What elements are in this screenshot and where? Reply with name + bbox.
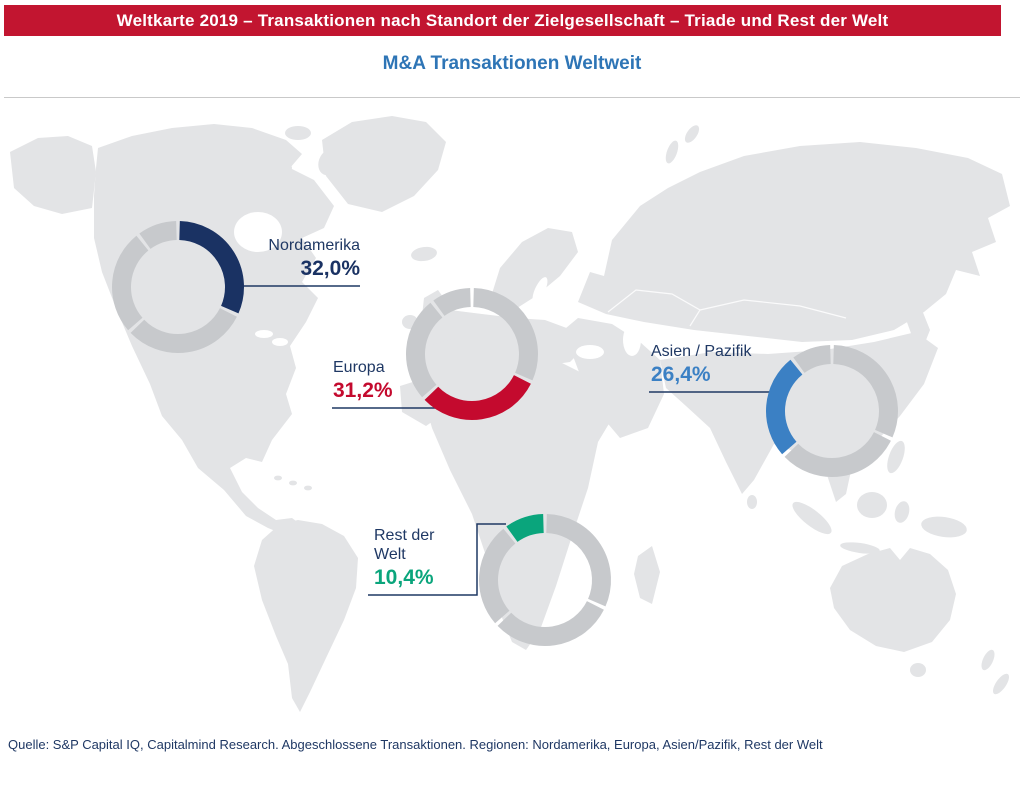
donut-chart-asien-pazifik <box>766 345 898 477</box>
country-borders <box>607 289 847 327</box>
segment-asien-pazifik <box>112 235 149 331</box>
region-value: 10,4% <box>374 566 434 589</box>
segment-europa <box>784 431 891 477</box>
segment-nordamerika-active <box>178 221 244 314</box>
region-value: 26,4% <box>651 363 711 386</box>
segment-europa <box>497 600 604 646</box>
segment-nordamerika <box>472 288 538 381</box>
segment-asien-pazifik-active <box>766 359 803 455</box>
donut-chart-nordamerika <box>112 221 244 353</box>
segment-asien-pazifik <box>406 302 443 398</box>
chart-title: M&A Transaktionen Weltweit <box>382 53 642 74</box>
region-name: Asien / Pazifik <box>651 343 752 360</box>
region-label-asien-pazifik: Asien / Pazifik 26,4% <box>651 342 751 387</box>
donut-layer <box>112 221 898 646</box>
segment-europa <box>130 307 237 353</box>
region-value: 32,0% <box>300 257 360 280</box>
region-label-rest-der-welt: Rest der Welt 10,4% <box>374 526 454 590</box>
region-label-nordamerika: Nordamerika 32,0% <box>268 236 360 281</box>
region-name: Nordamerika <box>268 237 360 254</box>
sea-overlays <box>234 212 641 359</box>
region-label-europa: Europa 31,2% <box>333 358 393 403</box>
segment-nordamerika <box>545 514 611 607</box>
connector-line-rest-der-welt <box>368 523 506 596</box>
divider-line <box>4 97 1020 98</box>
region-name: Rest der Welt <box>374 527 435 563</box>
donut-chart-rest-der-welt <box>479 514 611 646</box>
segment-nordamerika <box>832 345 898 438</box>
segment-rest-der-welt-active <box>506 514 545 543</box>
title-bar: Weltkarte 2019 – Transaktionen nach Stan… <box>4 5 1001 36</box>
segment-europa-active <box>424 374 531 420</box>
page-title: Weltkarte 2019 – Transaktionen nach Stan… <box>116 10 889 30</box>
segment-rest-der-welt <box>433 288 472 317</box>
donut-chart-europa <box>406 288 538 420</box>
region-value: 31,2% <box>333 379 393 402</box>
segment-asien-pazifik <box>479 528 516 624</box>
source-note: Quelle: S&P Capital IQ, Capitalmind Rese… <box>8 737 823 752</box>
segment-rest-der-welt <box>139 221 178 250</box>
region-name: Europa <box>333 359 385 376</box>
segment-rest-der-welt <box>793 345 832 374</box>
